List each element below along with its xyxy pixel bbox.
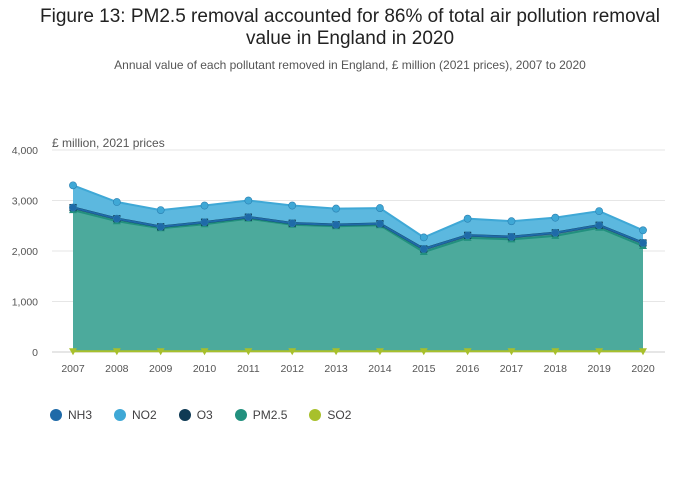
point-nh3[interactable] bbox=[639, 239, 647, 247]
point-so2[interactable] bbox=[507, 348, 516, 356]
legend-item-so2[interactable]: SO2 bbox=[309, 408, 351, 422]
point-nh3[interactable] bbox=[288, 219, 297, 228]
point-nh3[interactable] bbox=[507, 232, 516, 241]
legend-item-nh3[interactable]: NH3 bbox=[50, 408, 92, 422]
legend-item-o3[interactable]: O3 bbox=[178, 408, 213, 422]
legend-swatch bbox=[114, 409, 127, 421]
point-so2[interactable] bbox=[200, 348, 209, 356]
series-markers bbox=[69, 181, 647, 356]
x-tick-label: 2007 bbox=[61, 363, 85, 375]
point-nh3[interactable] bbox=[463, 231, 472, 240]
legend-label: NO2 bbox=[132, 408, 157, 422]
x-tick-label: 2011 bbox=[237, 363, 260, 375]
point-no2[interactable] bbox=[112, 198, 121, 206]
chart-subtitle: Annual value of each pollutant removed i… bbox=[114, 58, 586, 72]
y-tick-label: 0 bbox=[32, 347, 38, 359]
x-tick-label: 2015 bbox=[412, 363, 436, 375]
point-no2[interactable] bbox=[244, 196, 253, 205]
point-so2[interactable] bbox=[156, 348, 165, 356]
y-axis-ticks: 0 1,000 2,000 3,000 4,000 bbox=[12, 145, 38, 359]
legend-swatch bbox=[178, 409, 191, 421]
x-tick-label: 2018 bbox=[544, 363, 568, 375]
x-tick-label: 2010 bbox=[193, 363, 217, 375]
point-nh3[interactable] bbox=[69, 203, 77, 212]
legend-item-pm25[interactable]: PM2.5 bbox=[234, 408, 288, 422]
point-no2[interactable] bbox=[507, 217, 516, 226]
point-no2[interactable] bbox=[156, 206, 165, 214]
point-nh3[interactable] bbox=[244, 213, 253, 222]
point-no2[interactable] bbox=[551, 213, 560, 222]
legend-swatch bbox=[50, 409, 62, 421]
point-nh3[interactable] bbox=[376, 219, 384, 228]
point-no2[interactable] bbox=[69, 181, 77, 190]
point-nh3[interactable] bbox=[332, 220, 340, 229]
legend-label: SO2 bbox=[327, 408, 352, 422]
line-no2 bbox=[72, 184, 644, 239]
x-tick-label: 2008 bbox=[105, 363, 129, 375]
point-so2[interactable] bbox=[332, 348, 341, 356]
area-no2 bbox=[73, 185, 643, 249]
chart-title: Figure 13: PM2.5 removal accounted for 8… bbox=[40, 6, 660, 49]
point-nh3[interactable] bbox=[200, 218, 209, 227]
x-tick-label: 2016 bbox=[456, 363, 480, 375]
y-tick-label: 1,000 bbox=[12, 297, 38, 309]
x-tick-label: 2014 bbox=[368, 363, 392, 375]
point-no2[interactable] bbox=[200, 201, 209, 210]
y-axis-label: £ million, 2021 prices bbox=[52, 136, 165, 150]
point-no2[interactable] bbox=[463, 214, 472, 223]
point-no2[interactable] bbox=[288, 201, 297, 210]
y-tick-label: 4,000 bbox=[12, 145, 38, 157]
area-pm25 bbox=[73, 210, 643, 352]
x-tick-label: 2019 bbox=[587, 363, 611, 375]
point-no2[interactable] bbox=[332, 204, 340, 213]
legend-label: O3 bbox=[196, 408, 213, 422]
legend-swatch bbox=[309, 409, 322, 421]
point-so2[interactable] bbox=[551, 348, 560, 356]
x-axis-ticks: 2007 2008 2009 2010 2011 2012 2013 2014 2015 2016… bbox=[61, 363, 655, 375]
point-no2[interactable] bbox=[419, 233, 428, 242]
y-tick-label: 2,000 bbox=[12, 246, 38, 258]
legend-item-no2[interactable]: NO2 bbox=[114, 408, 157, 422]
legend-label: PM2.5 bbox=[252, 408, 288, 422]
point-so2[interactable] bbox=[244, 348, 253, 356]
point-so2[interactable] bbox=[639, 348, 647, 356]
x-tick-label: 2009 bbox=[149, 363, 173, 375]
x-tick-label: 2012 bbox=[281, 363, 305, 375]
point-so2[interactable] bbox=[375, 348, 384, 356]
point-no2[interactable] bbox=[639, 226, 647, 235]
x-tick-label: 2017 bbox=[500, 363, 524, 375]
point-so2[interactable] bbox=[112, 348, 121, 356]
point-so2[interactable] bbox=[288, 348, 297, 356]
series-lines bbox=[72, 184, 644, 353]
line-nh3 bbox=[72, 206, 644, 251]
y-tick-label: 3,000 bbox=[12, 196, 38, 208]
point-no2[interactable] bbox=[376, 204, 384, 212]
x-tick-label: 2013 bbox=[324, 363, 348, 375]
point-no2[interactable] bbox=[595, 207, 604, 216]
point-nh3[interactable] bbox=[551, 228, 560, 237]
point-so2[interactable] bbox=[463, 348, 472, 356]
point-nh3[interactable] bbox=[112, 214, 121, 223]
point-so2[interactable] bbox=[595, 348, 604, 356]
x-tick-label: 2020 bbox=[631, 363, 655, 375]
legend-label: NH3 bbox=[68, 408, 93, 422]
point-nh3[interactable] bbox=[595, 221, 604, 230]
point-so2[interactable] bbox=[419, 348, 428, 356]
point-nh3[interactable] bbox=[156, 222, 165, 231]
line-pm25 bbox=[72, 209, 644, 254]
chart-legend: NH3 NO2 O3 PM2.5 SO2 bbox=[50, 408, 373, 422]
legend-swatch bbox=[234, 409, 247, 421]
point-so2[interactable] bbox=[69, 348, 77, 356]
point-nh3[interactable] bbox=[419, 245, 428, 253]
